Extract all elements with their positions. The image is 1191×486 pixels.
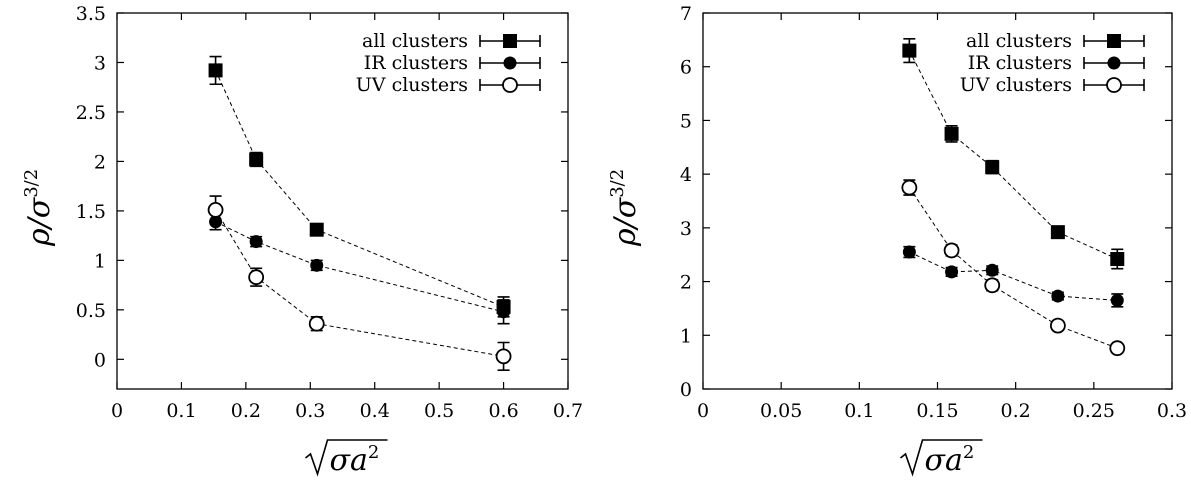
open-circle-marker [984,277,1001,294]
filled-circle-marker [945,265,959,279]
y-tick-label: 4 [680,164,692,186]
x-tick-label: 0.2 [231,400,261,422]
x-tick-label: 0.3 [295,400,325,422]
filled-circle-marker [1110,293,1124,307]
filled-circle-marker [985,263,999,277]
series-ir-clusters [902,245,1124,308]
x-tick-label: 0.05 [760,400,802,422]
y-tick-label: 7 [680,3,692,25]
legend-label: UV clusters [960,74,1072,96]
open-circle-marker [943,242,960,259]
y-axis-label: ρ/σ3/2 [21,169,57,247]
square-marker [985,160,1000,175]
y-tick-label: 2 [94,151,106,173]
x-tick-label: 0.1 [166,400,196,422]
series-ir-clusters [209,213,511,325]
y-tick-label: 3 [94,52,106,74]
square-marker [1107,34,1121,48]
filled-circle-marker [1051,289,1065,303]
series-line [908,50,1118,260]
x-tick-label: 0.6 [488,400,518,422]
square-marker [208,63,223,78]
series-all-clusters [902,37,1125,270]
x-tick-label: 0.3 [1157,400,1187,422]
x-axis-label: σa2 [305,439,388,478]
legend-label: IR clusters [968,52,1072,74]
square-marker [1110,252,1125,267]
x-axis-label-text: σa2 [330,442,380,478]
square-marker [902,43,917,58]
open-circle-marker [308,315,325,332]
y-tick-label: 6 [680,57,692,79]
filled-circle-marker [497,305,511,319]
y-tick-label: 0 [680,379,692,401]
series-line [908,187,1118,349]
open-circle-marker [1049,317,1066,334]
series-line [215,221,504,313]
x-axis-label: σa2 [900,439,983,478]
open-circle-marker [207,202,224,218]
x-tick-label: 0.2 [1001,400,1031,422]
open-circle-marker [502,77,518,93]
y-tick-label: 2 [680,272,692,294]
plot-frame [116,12,569,390]
y-tick-label: 1 [94,250,106,272]
y-tick-label: 0.5 [76,300,106,322]
x-tick-label: 0.5 [424,400,454,422]
filled-circle-marker [902,245,916,259]
y-tick-label: 0 [94,349,106,371]
y-axis-label: ρ/σ3/2 [607,169,643,247]
open-circle-marker [495,348,512,365]
legend-label: UV clusters [356,74,468,96]
open-circle-marker [901,179,918,196]
y-tick-label: 5 [680,110,692,132]
y-tick-label: 1 [680,325,692,347]
open-circle-marker [248,269,265,286]
filled-circle-marker [310,258,324,272]
square-marker [309,222,324,237]
y-tick-label: 3 [680,218,692,240]
series-uv-clusters [901,179,1126,357]
left-chart-panel: 0 0.1 0.2 0.3 0.4 0.5 0.6 0.7 0 0.5 1 1.5 2 2.5 3 3.5 σa… [21,3,583,478]
filled-circle-marker [503,56,517,70]
square-marker [249,152,264,167]
legend-label: all clusters [966,30,1072,52]
x-tick-label: 0.7 [553,400,583,422]
series-uv-clusters [207,195,512,371]
filled-circle-marker [1107,56,1121,70]
legend-label: all clusters [362,30,468,52]
open-circle-marker [1109,340,1126,357]
y-tick-label: 2.5 [76,102,106,124]
series-line [909,251,1118,301]
filled-circle-marker [249,235,263,249]
y-tick-label: 3.5 [76,3,106,25]
x-tick-label: 0 [111,400,123,422]
x-tick-label: 0.1 [844,400,874,422]
square-marker [944,126,959,141]
x-tick-label: 0.4 [360,400,390,422]
square-marker [503,34,517,48]
x-tick-label: 0 [697,400,709,422]
x-tick-label: 0.25 [1073,400,1115,422]
x-axis-label-text: σa2 [925,442,975,478]
square-marker [1050,225,1065,240]
x-tick-label: 0.15 [916,400,958,422]
open-circle-marker [1106,77,1122,93]
legend-label: IR clusters [364,52,468,74]
right-chart-panel: 0 0.05 0.1 0.15 0.2 0.25 0.3 0 1 2 3 4 5 6 7 σa2 ρ/σ3/2 a… [607,3,1187,478]
y-tick-label: 1.5 [76,201,106,223]
plot-frame [702,12,1173,390]
